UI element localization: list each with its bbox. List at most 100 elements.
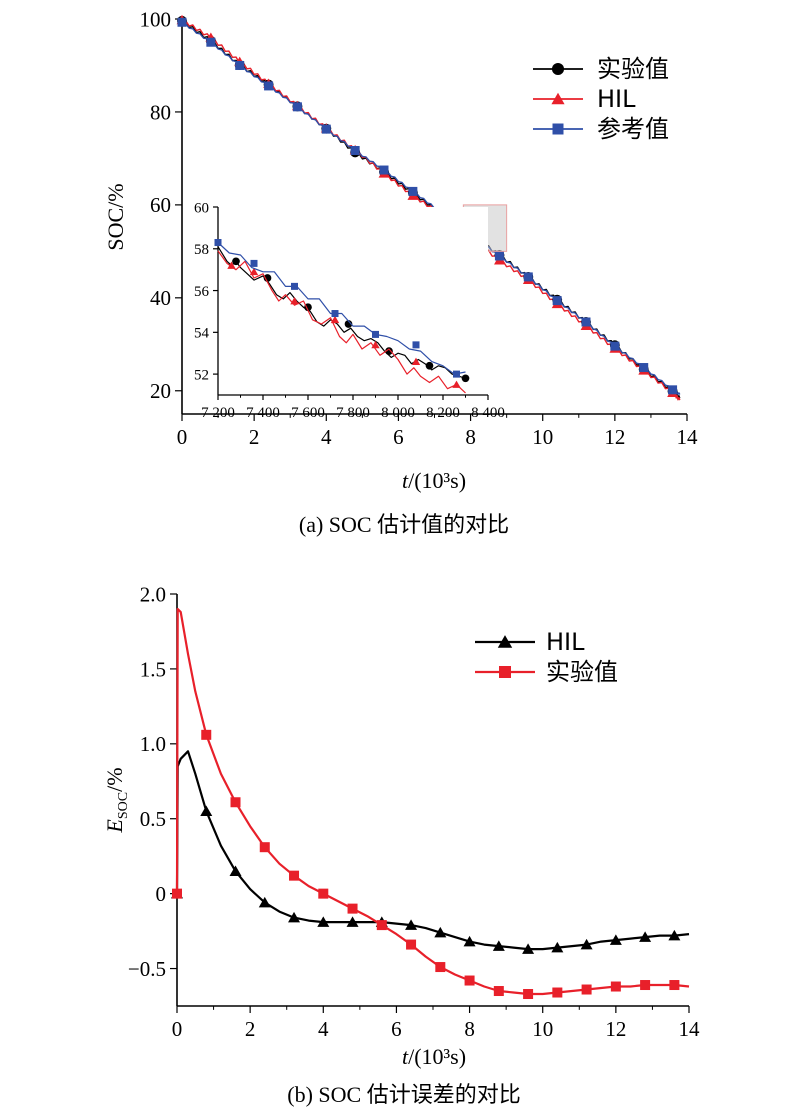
inset-data-point-exp [461,374,470,383]
series-line-hil [175,750,690,951]
y-axis-label-var: E [102,819,127,834]
chart-soc-estimate: 0 2 4 6 8 10 12 14 20 40 60 80 100 7 200 7 400 7 600 7 8… [103,7,698,537]
data-point-exp [230,797,241,808]
inset-series-line-hil [217,250,466,394]
legend-label-hil: HIL [546,628,585,656]
chart-soc-error: 0 2 4 6 8 10 12 14 2.0 1.5 1.0 0.5 0 −0.5 t/(10³s) ESOC… [102,582,700,1107]
x-tick-label: 6 [393,425,404,449]
x-axis-label-var: t [402,468,409,493]
data-point-ref [321,124,331,134]
data-point-hil [463,935,476,947]
data-point-hil [492,940,505,951]
inset-data-point-hil [290,297,299,305]
data-point-hil [609,934,622,945]
x-tick-label: 2 [249,425,260,449]
x-axis-label: t/(10³s) [402,468,466,493]
legend-marker-hil [551,92,565,105]
data-point-ref [581,317,591,327]
chart-caption: (a) SOC 估计值的对比 [299,512,509,537]
inset-data-point-hil [371,340,380,349]
x-tick-label: 7 400 [246,405,280,421]
y-axis-label-sub: SOC [116,792,131,819]
data-point-exp [464,975,475,986]
data-point-hil [639,931,652,942]
x-axis-label-unit: /(10³s) [408,468,466,493]
inset-data-point-hil [411,357,421,365]
data-point-exp [318,888,329,899]
x-tick-label: 0 [172,1017,183,1041]
data-point-exp [669,980,680,991]
x-tick-label: 12 [604,425,625,449]
inset-data-point-ref [250,259,258,267]
x-axis-label: t/(10³s) [402,1044,466,1069]
inset-data-point-exp [263,274,272,282]
data-point-exp [259,842,270,853]
data-point-exp [172,888,182,899]
x-tick-label: 12 [605,1017,626,1041]
data-point-hil [580,938,593,950]
data-point-exp [406,939,417,950]
x-tick-label: 7 600 [291,405,325,421]
data-point-exp [610,981,621,992]
x-axis-label-unit: /(10³s) [408,1044,466,1069]
y-tick-label: −0.5 [128,957,166,981]
inset-data-point-hil [249,267,259,276]
data-point-exp [347,903,358,914]
data-point-ref [668,385,678,395]
y-tick-label: 54 [194,326,210,342]
data-point-ref [206,37,216,47]
y-tick-label: 80 [150,100,171,124]
y-tick-label: 100 [140,7,172,31]
data-point-exp [552,987,563,998]
data-point-ref [292,102,302,112]
x-tick-label: 6 [391,1017,402,1041]
data-point-exp [435,962,446,973]
x-tick-label: 8 400 [471,405,505,421]
data-point-exp [289,870,300,881]
inset-data-point-ref [291,282,298,290]
x-tick-label: 4 [321,425,332,449]
x-tick-label: 14 [677,425,699,449]
data-point-ref [523,272,533,282]
data-point-exp [201,729,212,740]
inset-data-point-hil [452,380,461,388]
chart-caption: (b) SOC 估计误差的对比 [287,1082,520,1107]
x-tick-label: 8 200 [426,405,460,421]
x-tick-label: 8 000 [381,405,415,421]
inset-background [218,207,488,395]
x-tick-label: 10 [532,1017,553,1041]
inset-data-point-ref [331,310,339,318]
inset-data-point-exp [425,361,434,370]
y-tick-label: 2.0 [140,582,166,606]
inset-data-point-hil [227,261,236,269]
data-point-ref [235,60,245,70]
legend-marker-hil [497,635,513,648]
data-point-ref [639,363,649,373]
data-point-hil [229,865,242,876]
x-tick-label: 0 [177,425,188,449]
x-tick-label: 14 [679,1017,701,1041]
x-tick-label: 7 200 [201,405,235,421]
data-point-exp [493,986,504,997]
y-tick-label: 56 [194,284,210,300]
x-tick-label: 8 [465,425,476,449]
y-tick-label: 1.5 [140,657,166,681]
data-point-hil [288,911,301,923]
inset-data-point-ref [412,341,420,349]
data-point-hil [434,926,447,938]
data-point-ref [408,186,418,196]
data-point-hil [200,805,213,817]
inset-data-point-ref [214,239,222,247]
y-tick-label: 58 [194,242,209,258]
data-point-hil [522,943,535,954]
inset-data-point-exp [232,257,240,266]
data-point-hil [258,896,271,908]
y-tick-label: 60 [150,193,171,217]
data-point-ref [552,296,562,306]
y-tick-label: 20 [150,379,171,403]
x-tick-label: 8 [464,1017,475,1041]
legend-marker-ref [552,123,564,135]
legend-label-exp: 实验值 [597,55,669,83]
legend-marker-exp [551,62,565,76]
